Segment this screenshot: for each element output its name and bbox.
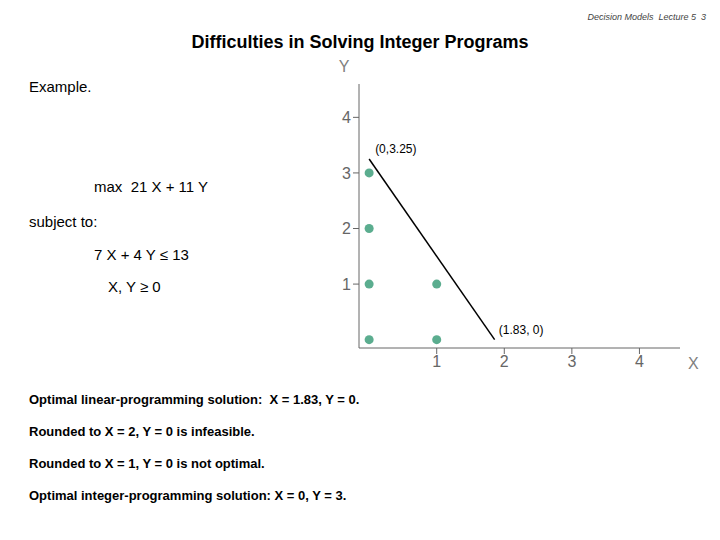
html-text:Optimal linear-programming sol: Optimal linear-programming solution: X =… bbox=[29, 392, 360, 407]
svg-text:(1.83, 0): (1.83, 0) bbox=[499, 323, 544, 337]
html-text:Rounded to X = 2, Y = 0 is inf: Rounded to X = 2, Y = 0 is infeasible. bbox=[29, 424, 255, 439]
html-text:max 21 X + 11 Y: max 21 X + 11 Y bbox=[94, 178, 209, 195]
svg-text:1: 1 bbox=[432, 353, 441, 370]
svg-text:X: X bbox=[688, 355, 699, 372]
svg-text:4: 4 bbox=[635, 353, 644, 370]
svg-text:(0,3.25): (0,3.25) bbox=[375, 142, 416, 156]
html-text:subject to:: subject to: bbox=[29, 213, 98, 230]
html-text:Difficulties in Solving Intege: Difficulties in Solving Integer Programs bbox=[191, 32, 529, 52]
svg-text:3: 3 bbox=[567, 353, 576, 370]
svg-text:Y: Y bbox=[339, 58, 350, 75]
html-text:Rounded to X = 1, Y = 0 is not: Rounded to X = 1, Y = 0 is not optimal. bbox=[29, 456, 265, 471]
html-text:Example.: Example. bbox=[29, 78, 92, 95]
svg-text:2: 2 bbox=[500, 353, 509, 370]
svg-text:4: 4 bbox=[342, 109, 351, 126]
svg-text:1: 1 bbox=[342, 276, 351, 293]
html-text:7 X + 4 Y ≤ 13: 7 X + 4 Y ≤ 13 bbox=[94, 246, 189, 263]
html-text:Optimal integer-programming so: Optimal integer-programming solution: X … bbox=[29, 488, 347, 503]
html-text:Decision Models Lecture 5 3: Decision Models Lecture 5 3 bbox=[587, 12, 706, 22]
html-text:X, Y ≥ 0: X, Y ≥ 0 bbox=[108, 278, 161, 295]
svg-text:3: 3 bbox=[342, 165, 351, 182]
svg-text:2: 2 bbox=[342, 220, 351, 237]
